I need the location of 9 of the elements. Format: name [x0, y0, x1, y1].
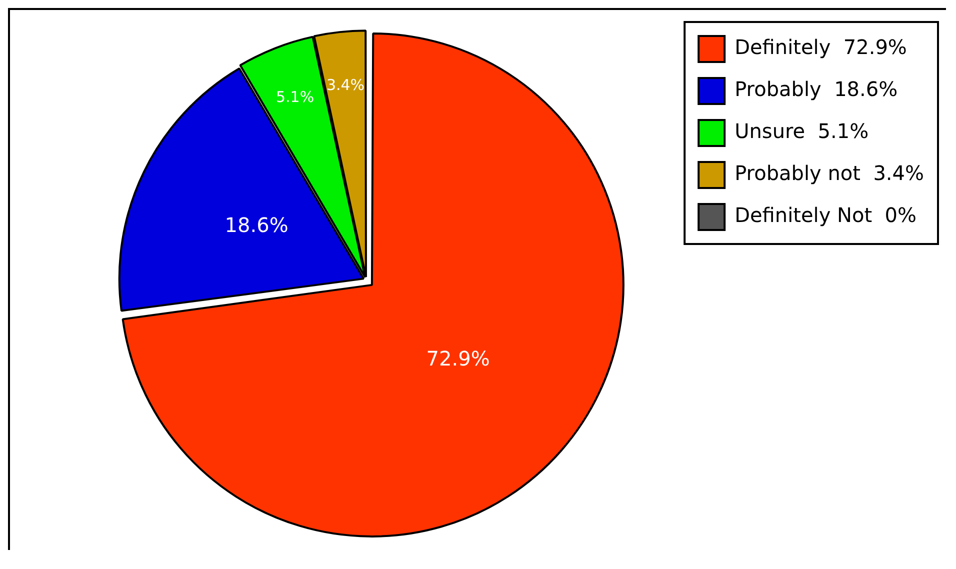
data-label: 18.6%: [224, 212, 288, 237]
legend-label: Unsure 5.1%: [734, 119, 869, 144]
legend-label: Definitely 72.9%: [734, 35, 907, 60]
data-label: 5.1%: [276, 88, 314, 106]
data-label: 3.4%: [326, 76, 365, 94]
legend-label: Probably 18.6%: [734, 77, 898, 102]
legend-label: Definitely Not 0%: [734, 203, 917, 228]
legend-label: Probably not 3.4%: [734, 161, 924, 186]
data-label: 72.9%: [426, 346, 490, 371]
